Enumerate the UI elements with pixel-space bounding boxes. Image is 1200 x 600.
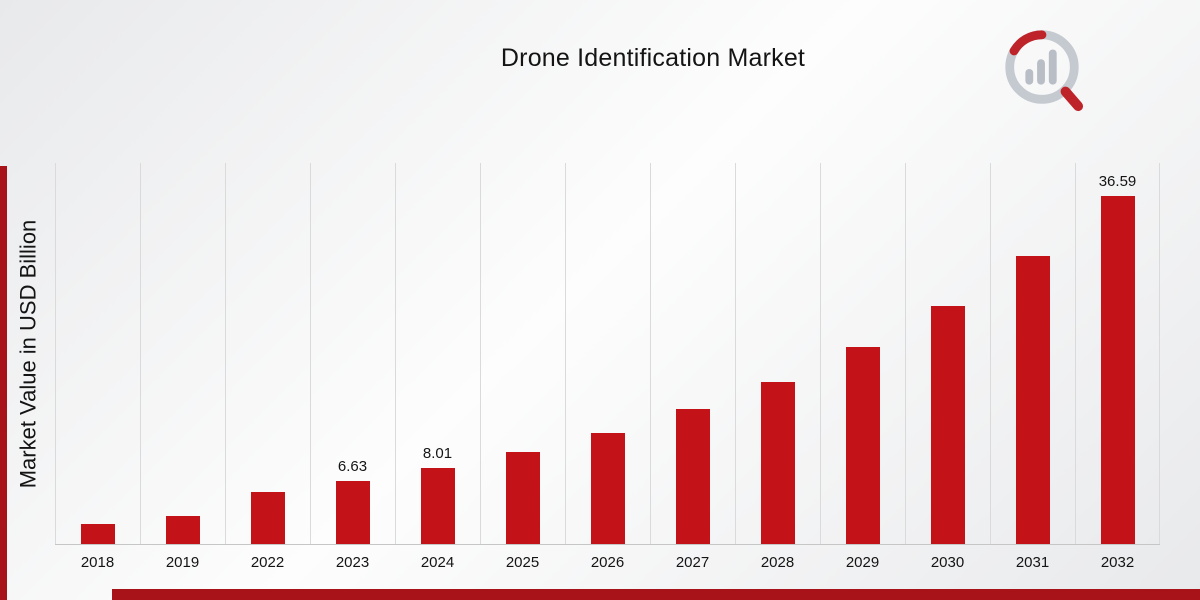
gridline <box>1075 163 1076 544</box>
x-tick-label: 2024 <box>420 554 455 571</box>
category-slot: 2030 <box>905 163 990 571</box>
bar <box>590 433 625 544</box>
gridline <box>139 163 141 544</box>
category-slot: 2025 <box>480 163 565 571</box>
bar <box>80 524 115 544</box>
bottom-accent-strip <box>112 589 1200 600</box>
bar <box>1100 196 1135 544</box>
brand-logo <box>1005 30 1084 112</box>
gridline <box>649 163 651 544</box>
logo-bar-medium-icon <box>1037 59 1045 85</box>
bar <box>505 452 540 544</box>
gridline <box>394 163 396 544</box>
bar-value-label: 6.63 <box>337 458 368 475</box>
category-slot: 2027 <box>650 163 735 571</box>
x-tick-label: 2031 <box>1015 554 1050 571</box>
logo-bar-tall-icon <box>1048 49 1057 85</box>
category-slot: 6.63 2023 <box>310 163 395 571</box>
category-slot: 2029 <box>820 163 905 571</box>
bar <box>165 516 200 544</box>
gridline <box>55 163 56 544</box>
bar-value-label: 36.59 <box>1098 173 1137 190</box>
bar <box>760 382 795 544</box>
x-tick-label: 2032 <box>1100 554 1135 571</box>
bar <box>930 306 965 544</box>
plot-area: 2018 2019 2022 6.63 2023 8.01 2024 2025 2026 2027… <box>55 163 1160 571</box>
category-slot: 8.01 2024 <box>395 163 480 571</box>
x-tick-label: 2030 <box>930 554 965 571</box>
x-tick-label: 2022 <box>250 554 285 571</box>
bar <box>250 492 285 544</box>
logo-red-arc-icon <box>1009 30 1047 56</box>
gridline <box>310 163 311 544</box>
x-tick-label: 2028 <box>760 554 795 571</box>
x-tick-label: 2026 <box>590 554 625 571</box>
category-slot: 2018 <box>55 163 140 571</box>
category-slot: 2026 <box>565 163 650 571</box>
gridline <box>905 163 906 544</box>
logo-magnifier-handle-icon <box>1060 86 1084 112</box>
x-tick-label: 2018 <box>80 554 115 571</box>
gridline <box>565 163 566 544</box>
bar <box>1015 256 1050 544</box>
category-slot: 2022 <box>225 163 310 571</box>
gridline <box>990 163 991 544</box>
x-tick-label: 2025 <box>505 554 540 571</box>
x-tick-label: 2029 <box>845 554 880 571</box>
bar-value-label: 8.01 <box>422 445 453 462</box>
bar <box>335 481 370 544</box>
gridline <box>819 163 821 544</box>
logo-bar-small-icon <box>1025 69 1034 85</box>
y-axis-title-wrap: Market Value in USD Billion <box>6 163 50 545</box>
gridline <box>1159 163 1160 544</box>
bar <box>845 347 880 544</box>
left-accent-strip <box>0 166 7 600</box>
category-slot: 2019 <box>140 163 225 571</box>
gridline <box>734 163 736 544</box>
category-slot: 36.59 2032 <box>1075 163 1160 571</box>
x-tick-label: 2023 <box>335 554 370 571</box>
gridline <box>480 163 481 544</box>
bar <box>420 468 455 544</box>
chart-title: Drone Identification Market <box>500 44 806 72</box>
gridline <box>224 163 226 544</box>
bar <box>675 409 710 544</box>
category-slot: 2031 <box>990 163 1075 571</box>
y-axis-title: Market Value in USD Billion <box>15 219 40 489</box>
x-tick-label: 2027 <box>675 554 710 571</box>
category-slot: 2028 <box>735 163 820 571</box>
x-tick-label: 2019 <box>165 554 200 571</box>
